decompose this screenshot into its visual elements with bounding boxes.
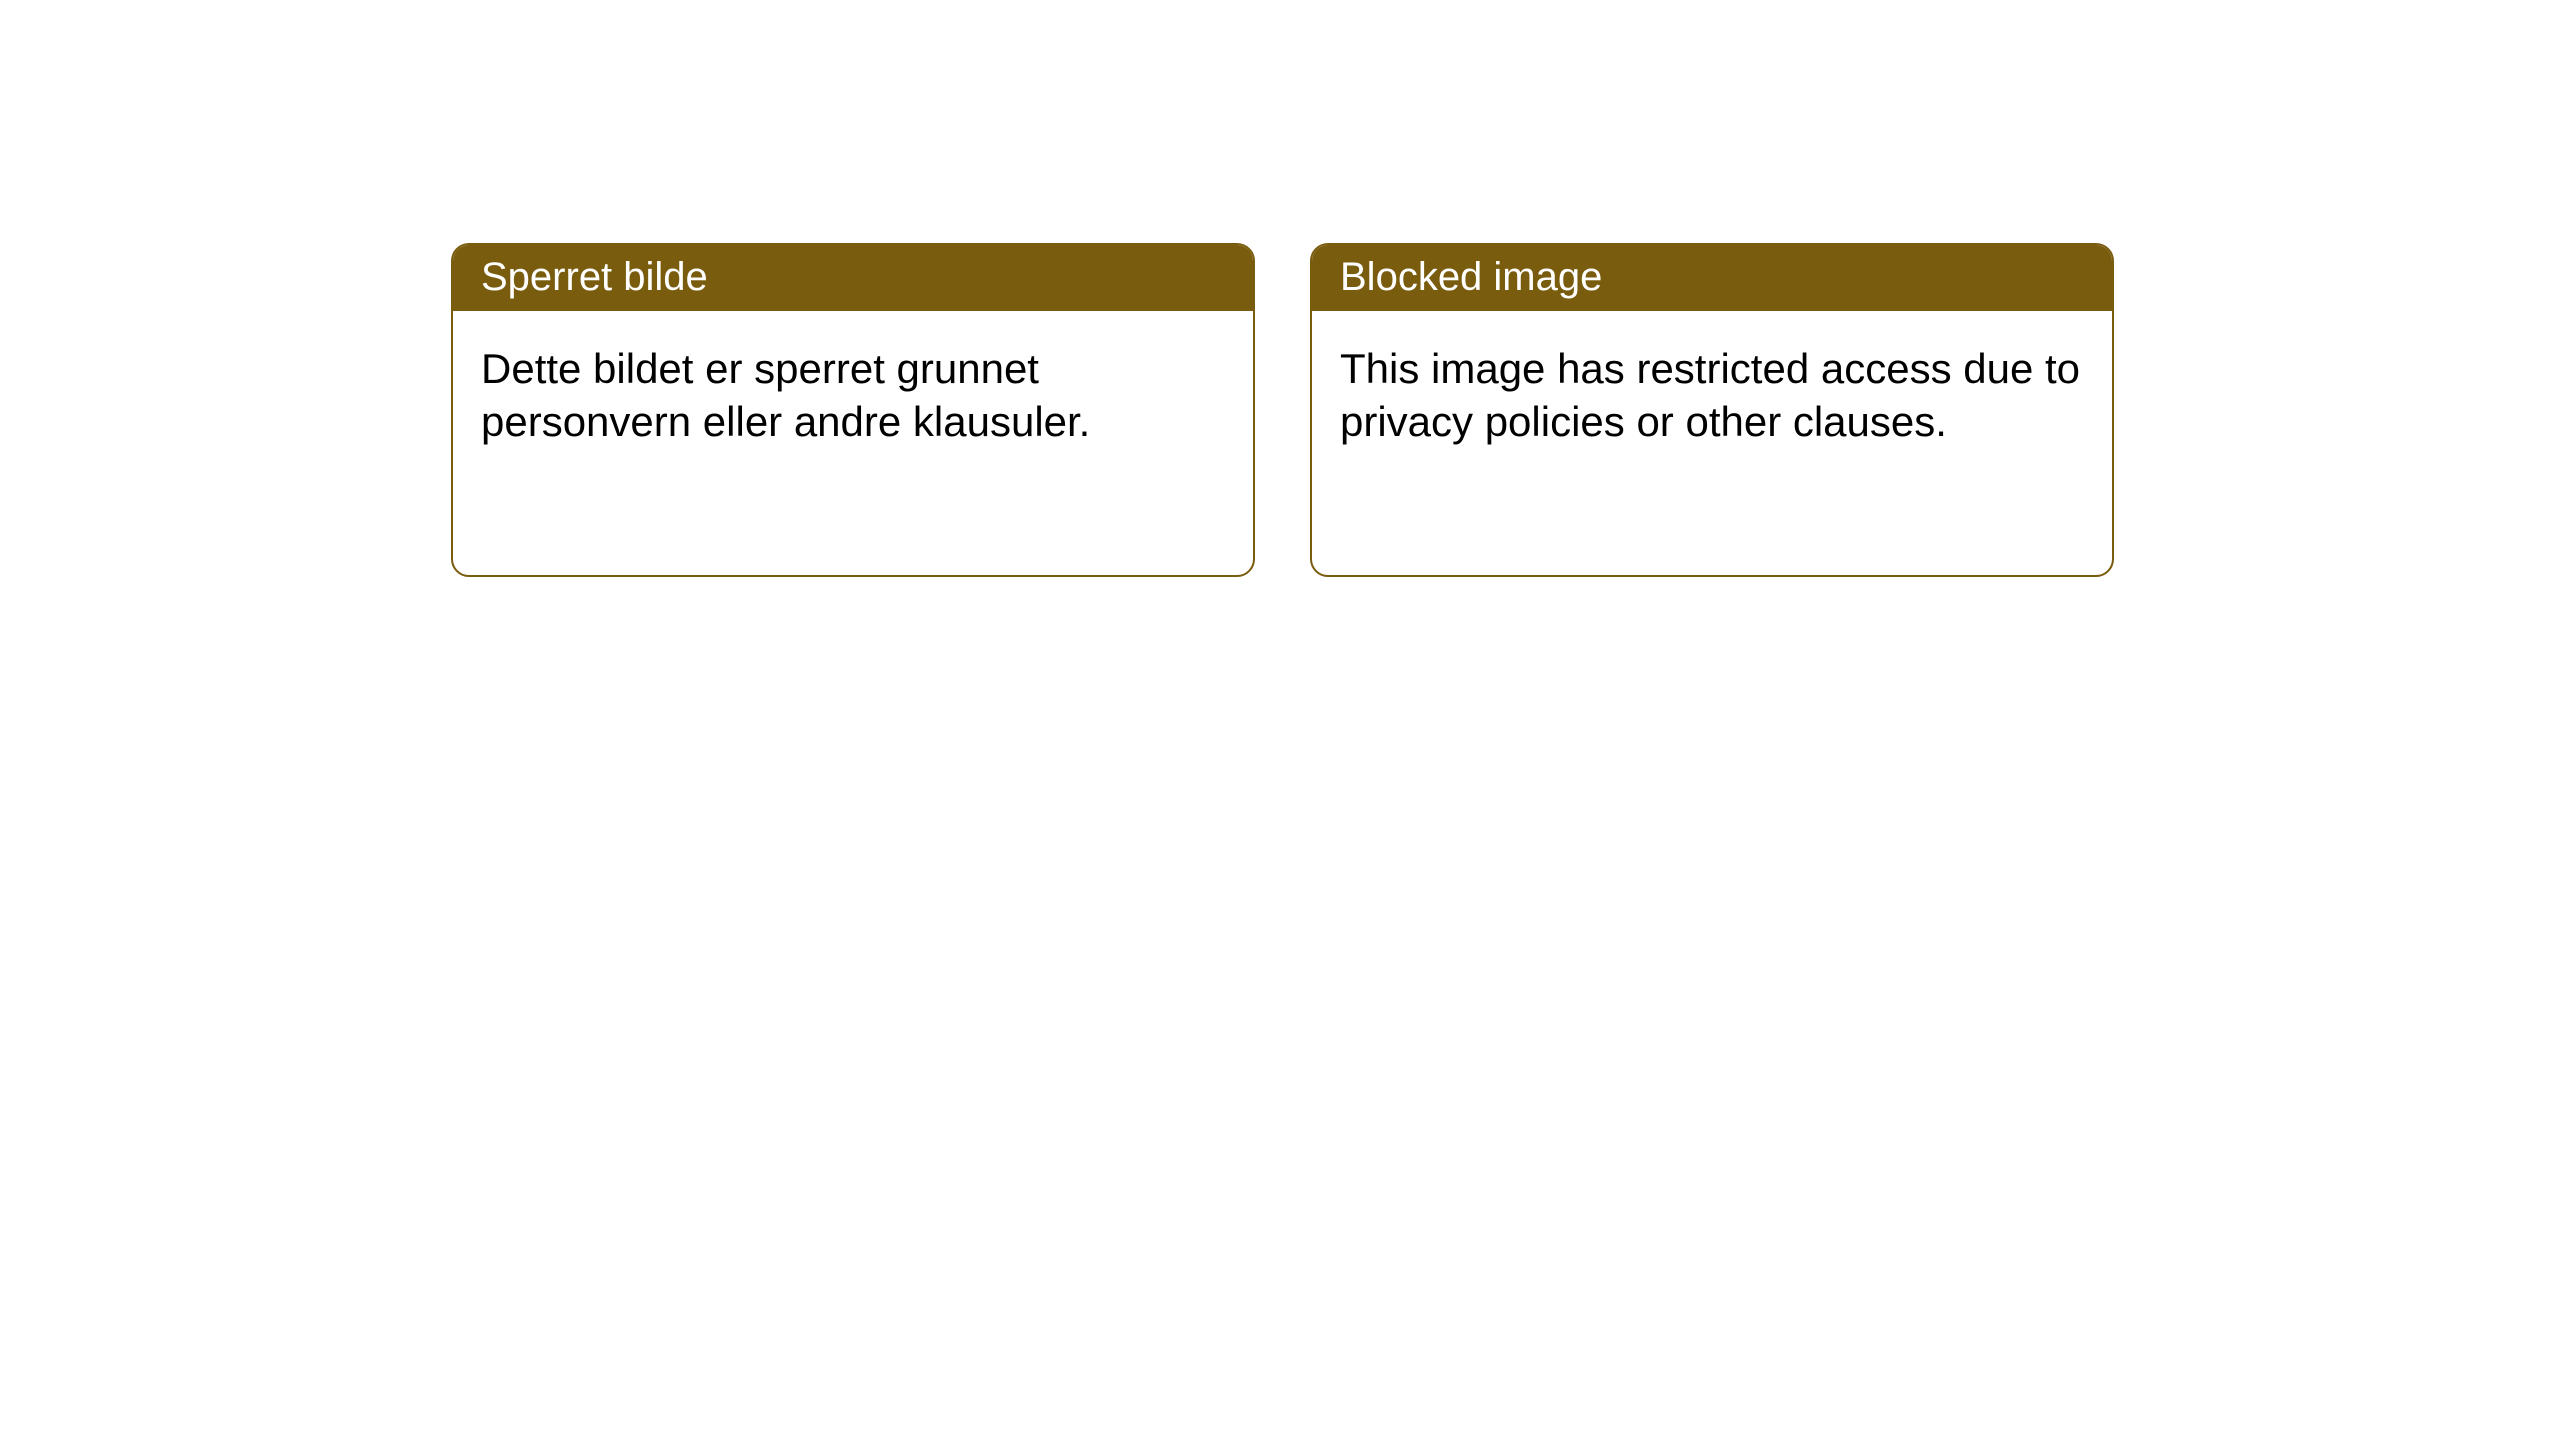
notice-header-norwegian: Sperret bilde <box>453 245 1253 311</box>
notice-header-english: Blocked image <box>1312 245 2112 311</box>
notice-container: Sperret bilde Dette bildet er sperret gr… <box>451 243 2114 577</box>
notice-box-norwegian: Sperret bilde Dette bildet er sperret gr… <box>451 243 1255 577</box>
notice-box-english: Blocked image This image has restricted … <box>1310 243 2114 577</box>
notice-body-norwegian: Dette bildet er sperret grunnet personve… <box>453 311 1253 480</box>
notice-body-english: This image has restricted access due to … <box>1312 311 2112 480</box>
